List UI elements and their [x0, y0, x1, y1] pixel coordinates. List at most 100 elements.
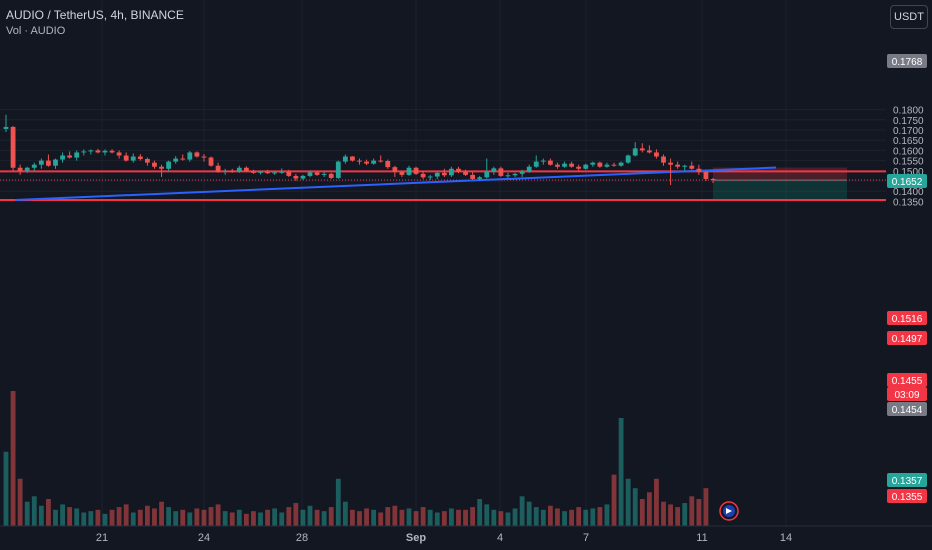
volume-bar	[420, 507, 426, 526]
volume-indicator-label[interactable]: Vol · AUDIO	[6, 25, 66, 37]
candle-body	[109, 150, 115, 153]
candle-body	[710, 178, 716, 180]
time-axis-background	[0, 526, 932, 550]
time-axis-label: 14	[780, 532, 792, 544]
volume-bar	[646, 492, 652, 526]
candle-body	[53, 159, 58, 166]
price-axis-label: 0.1500	[893, 167, 924, 178]
time-axis[interactable]: 21 24 28 Sep 4 7 11 14	[0, 525, 932, 550]
volume-bar	[583, 509, 589, 526]
horizontal-lines[interactable]	[0, 170, 886, 201]
volume-bar	[10, 391, 16, 526]
candle-body	[74, 152, 80, 158]
candle-body	[512, 173, 518, 176]
volume-bar	[243, 513, 249, 526]
candle-body	[258, 171, 263, 173]
candle-body	[449, 168, 454, 176]
volume-bar	[265, 509, 270, 526]
price-axis-label: 0.1650	[893, 136, 924, 147]
candle-body	[187, 152, 193, 160]
price-tag-label: 0.1357	[892, 476, 923, 487]
candle-body	[696, 168, 702, 172]
volume-bar	[286, 507, 292, 526]
symbol-title[interactable]: AUDIO / TetherUS, 4h, BINANCE	[6, 8, 184, 22]
candle-body	[279, 171, 285, 173]
time-axis-label: Sep	[406, 532, 426, 544]
volume-bar	[137, 509, 143, 526]
candle-body	[144, 158, 150, 163]
candle-body	[236, 167, 242, 172]
candle-body	[434, 172, 440, 177]
volume-bar	[46, 499, 51, 526]
candle-body	[300, 175, 306, 179]
time-axis-label: 28	[296, 532, 308, 544]
candle-body	[477, 177, 483, 179]
candle-body	[470, 174, 476, 179]
volume-bar	[526, 501, 532, 526]
price-axis[interactable]: 0.18000.17500.17000.16500.16000.15500.15…	[886, 0, 932, 550]
volume-bar	[378, 512, 384, 526]
volume-bar	[654, 478, 659, 526]
volume-bar	[3, 451, 9, 526]
flag-icon[interactable]	[719, 501, 739, 521]
volume-bar	[364, 508, 369, 526]
volume-bar	[279, 512, 285, 526]
price-tag-label: 0.1497	[892, 334, 923, 345]
volume-bar	[187, 512, 193, 526]
candle-body	[251, 171, 256, 173]
price-axis-label: 0.1350	[893, 197, 924, 208]
candle-body	[625, 155, 631, 163]
volume-bar	[293, 503, 299, 526]
candle-body	[166, 161, 172, 169]
volume-bar	[123, 504, 129, 526]
volume-bar	[675, 507, 681, 526]
volume-bar	[53, 509, 58, 526]
candle-body	[10, 126, 16, 168]
candle-body	[67, 155, 73, 158]
price-tag-box	[887, 311, 927, 325]
candle-body	[498, 168, 504, 176]
candle-body	[675, 164, 681, 167]
volume-bar	[236, 509, 242, 526]
volume-bar	[215, 504, 221, 526]
candle-body	[152, 162, 157, 167]
volume-bar	[413, 511, 419, 526]
candle-body	[547, 160, 553, 165]
volume-bar	[208, 507, 214, 526]
candle-body	[173, 158, 179, 162]
price-tag-box	[887, 174, 927, 188]
volume-bar	[31, 496, 37, 526]
volume-bar	[668, 504, 673, 526]
candle-body	[3, 126, 9, 129]
candle-body	[420, 173, 426, 178]
ascending-trendline	[14, 166, 777, 201]
time-axis-label: 24	[198, 532, 210, 544]
volume-bar	[74, 508, 80, 526]
volume-bar	[95, 509, 101, 526]
volume-bar	[696, 499, 702, 526]
volume-bar	[180, 509, 186, 526]
candle-body	[484, 171, 490, 178]
candle-body	[540, 160, 546, 162]
candle-body	[46, 160, 51, 166]
candle-body	[427, 176, 433, 178]
candle-body	[590, 162, 596, 165]
volume-bar	[406, 508, 412, 526]
candle-body	[611, 164, 617, 166]
volume-bar	[569, 509, 575, 526]
candle-body	[123, 155, 129, 161]
chart-grid	[0, 0, 886, 526]
volume-bar	[597, 507, 603, 526]
volume-bar	[321, 511, 327, 526]
candle-body	[399, 171, 405, 175]
volume-bar	[392, 505, 398, 526]
candle-body	[357, 160, 362, 162]
volume-bar	[611, 474, 617, 526]
volume-bar	[632, 488, 638, 526]
volume-bar	[350, 509, 355, 526]
currency-button[interactable]: USDT	[890, 5, 928, 29]
volume-bar	[484, 504, 490, 526]
candle-body	[222, 170, 228, 172]
trendline[interactable]	[14, 166, 777, 201]
